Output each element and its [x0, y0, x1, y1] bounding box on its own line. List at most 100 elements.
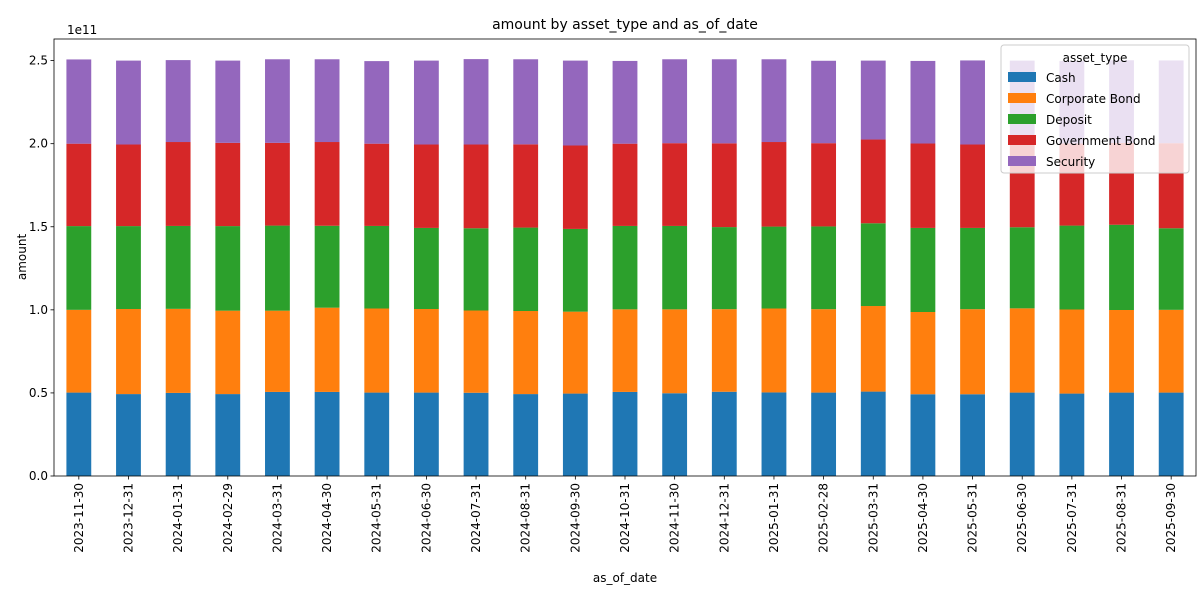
x-tick-label: 2024-05-31 — [370, 483, 384, 553]
bar-deposit — [811, 226, 837, 310]
bar-cash — [364, 392, 390, 476]
bar-corporate-bond — [860, 306, 886, 392]
bar-deposit — [960, 227, 985, 310]
x-tick-label: 2024-09-30 — [568, 483, 582, 553]
bar-cash — [1059, 393, 1085, 476]
bar-deposit — [364, 225, 390, 309]
bar-corporate-bond — [215, 310, 241, 395]
bar-corporate-bond — [165, 308, 191, 393]
bar-government-bond — [711, 143, 737, 228]
bar-corporate-bond — [314, 307, 340, 392]
x-tick-label: 2025-01-31 — [767, 483, 781, 553]
bar-deposit — [66, 226, 92, 310]
x-tick-label: 2024-01-31 — [171, 483, 185, 553]
legend-title: asset_type — [1063, 51, 1128, 65]
x-tick-label: 2025-09-30 — [1164, 483, 1178, 553]
bar-corporate-bond — [612, 309, 638, 392]
bar-security — [463, 59, 489, 145]
y-tick-label: 0.0 — [29, 469, 48, 483]
bar-cash — [860, 391, 886, 476]
bar-cash — [116, 394, 141, 476]
bar-security — [910, 60, 936, 144]
bar-security — [662, 59, 688, 144]
bar-cash — [811, 392, 837, 476]
bar-security — [960, 60, 985, 145]
bar-cash — [314, 391, 340, 476]
x-tick-label: 2025-07-31 — [1065, 483, 1079, 553]
bar-corporate-bond — [711, 309, 737, 392]
bar-corporate-bond — [811, 309, 837, 393]
bar-deposit — [165, 225, 191, 309]
bar-corporate-bond — [66, 309, 92, 393]
bar-government-bond — [66, 143, 92, 227]
bar-deposit — [1059, 225, 1085, 310]
legend: asset_type Cash Corporate Bond Deposit Gover… — [1000, 44, 1190, 174]
bar-government-bond — [116, 144, 141, 227]
bar-corporate-bond — [364, 308, 390, 393]
legend-swatch — [1008, 93, 1036, 103]
bar-corporate-bond — [265, 310, 290, 392]
bar-deposit — [711, 227, 737, 310]
bar-security — [265, 59, 290, 143]
bar-security — [413, 60, 439, 145]
y-axis-offset-text: 1e11 — [67, 23, 97, 37]
bar-government-bond — [314, 142, 340, 226]
bar-cash — [165, 392, 191, 476]
bar-government-bond — [165, 142, 191, 226]
bar-corporate-bond — [960, 309, 985, 395]
bar-deposit — [562, 228, 588, 312]
bar-security — [811, 60, 837, 144]
legend-label: Cash — [1046, 71, 1076, 85]
x-tick-label: 2024-10-31 — [618, 483, 632, 553]
bar-deposit — [612, 225, 638, 310]
bar-corporate-bond — [1158, 309, 1184, 393]
bar-corporate-bond — [662, 309, 688, 394]
bar-cash — [1158, 392, 1184, 476]
bar-security — [314, 59, 340, 143]
bar-cash — [711, 391, 737, 476]
legend-swatch — [1008, 135, 1036, 145]
x-tick-label: 2024-06-30 — [419, 483, 433, 553]
bar-deposit — [761, 226, 787, 309]
bar-government-bond — [960, 144, 985, 228]
bar-security — [165, 60, 191, 143]
x-tick-label: 2024-12-31 — [717, 483, 731, 553]
bar-government-bond — [811, 143, 837, 227]
x-tick-label: 2024-04-30 — [320, 483, 334, 553]
bar-government-bond — [364, 143, 390, 226]
bar-deposit — [116, 226, 141, 310]
bar-government-bond — [761, 142, 787, 227]
bar-deposit — [1009, 227, 1035, 309]
bar-cash — [513, 394, 539, 476]
legend-label: Security — [1046, 155, 1095, 169]
bar-cash — [960, 394, 985, 476]
legend-box — [1000, 44, 1190, 174]
x-tick-label: 2025-03-31 — [866, 483, 880, 553]
bar-corporate-bond — [1109, 310, 1134, 393]
bar-corporate-bond — [761, 308, 787, 393]
bar-deposit — [463, 228, 489, 311]
bar-government-bond — [463, 144, 489, 229]
bar-corporate-bond — [116, 309, 141, 395]
y-tick-label: 0.5 — [29, 386, 48, 400]
bar-deposit — [513, 227, 539, 312]
bar-cash — [761, 392, 787, 476]
x-tick-label: 2025-02-28 — [817, 483, 831, 553]
bar-cash — [265, 391, 290, 476]
bar-deposit — [314, 225, 340, 308]
bar-deposit — [662, 225, 688, 310]
chart-title: amount by asset_type and as_of_date — [492, 17, 758, 33]
bar-security — [364, 61, 390, 144]
legend-swatch — [1008, 72, 1036, 82]
y-tick-label: 1.5 — [29, 220, 48, 234]
bar-government-bond — [215, 142, 241, 227]
bar-deposit — [413, 227, 439, 310]
legend-label: Deposit — [1046, 113, 1092, 127]
bar-security — [711, 59, 737, 144]
y-tick-label: 2.0 — [29, 137, 48, 151]
bar-corporate-bond — [1059, 309, 1085, 394]
bar-government-bond — [612, 143, 638, 226]
bar-security — [562, 60, 588, 146]
